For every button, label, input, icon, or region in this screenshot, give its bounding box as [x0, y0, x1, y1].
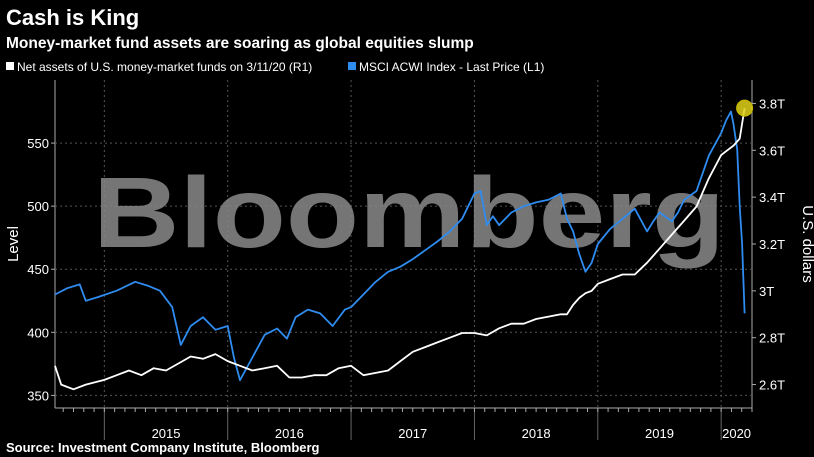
- right-tick-label: 3.4T: [759, 190, 785, 205]
- x-tick-label: 2020: [722, 426, 751, 441]
- x-tick-label: 2015: [152, 426, 181, 441]
- msci-acwi-line: [54, 110, 746, 382]
- left-tick-label: 400: [27, 325, 49, 340]
- left-tick-label: 550: [27, 136, 49, 151]
- right-tick-label: 3.8T: [759, 96, 785, 111]
- right-tick-label: 2.6T: [759, 378, 785, 393]
- x-tick-label: 2018: [522, 426, 551, 441]
- money-market-assets-line: [54, 107, 746, 391]
- right-tick-label: 3T: [759, 284, 774, 299]
- highlight-marker: [736, 99, 754, 117]
- left-y-axis: 350 400 450 500 550: [27, 136, 55, 403]
- right-tick-label: 2.8T: [759, 331, 785, 346]
- x-tick-label: 2019: [645, 426, 674, 441]
- x-tick-label: 2017: [398, 426, 427, 441]
- grid: [55, 80, 752, 408]
- source-note: Source: Investment Company Institute, Bl…: [6, 440, 320, 455]
- right-tick-label: 3.6T: [759, 143, 785, 158]
- chart-subtitle: Money-market fund assets are soaring as …: [6, 35, 474, 52]
- chart-title: Cash is King: [6, 5, 139, 30]
- legend-label-mmf: Net assets of U.S. money-market funds on…: [17, 60, 312, 74]
- legend-swatch-msci: [348, 62, 356, 70]
- right-y-axis: 2.6T 2.8T 3T 3.2T 3.4T 3.6T 3.8T: [752, 96, 785, 393]
- left-tick-label: 450: [27, 262, 49, 277]
- left-axis-label: Level: [5, 226, 22, 262]
- legend: Net assets of U.S. money-market funds on…: [6, 60, 544, 74]
- legend-swatch-mmf: [6, 62, 14, 70]
- right-axis-label: U.S. dollars: [799, 205, 814, 283]
- bloomberg-watermark: Bloomberg: [93, 157, 725, 269]
- left-tick-label: 500: [27, 199, 49, 214]
- x-tick-label: 2016: [275, 426, 304, 441]
- right-tick-label: 3.2T: [759, 237, 785, 252]
- left-tick-label: 350: [27, 388, 49, 403]
- legend-label-msci: MSCI ACWI Index - Last Price (L1): [359, 60, 544, 74]
- series-layer: [54, 99, 754, 391]
- x-axis: 2015 2016 2017 2018 2019 2020: [62, 408, 753, 441]
